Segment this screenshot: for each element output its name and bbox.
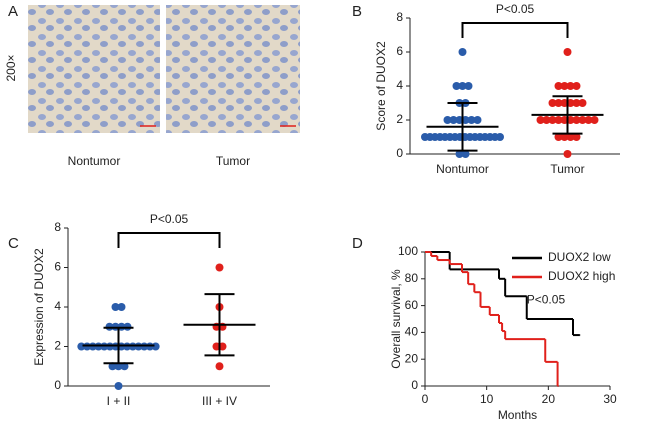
- dot: [572, 133, 581, 141]
- annotation: P<0.05: [496, 2, 535, 16]
- dot: [455, 150, 464, 158]
- dot: [554, 133, 563, 141]
- y-tick-label: 20: [405, 351, 419, 365]
- y-axis-label: Score of DUOX2: [374, 41, 388, 131]
- legend-label: DUOX2 low: [548, 250, 611, 264]
- dot: [590, 116, 599, 124]
- dot: [566, 82, 575, 90]
- y-tick-label: 6: [396, 44, 403, 58]
- dot: [496, 133, 504, 141]
- dot: [467, 116, 476, 124]
- x-axis-label: Months: [498, 408, 537, 422]
- dot: [554, 99, 563, 107]
- dot: [536, 116, 545, 124]
- panel-label: A: [8, 3, 18, 20]
- dot: [542, 116, 551, 124]
- dot: [572, 99, 581, 107]
- dot: [560, 133, 569, 141]
- legend-label: DUOX2 high: [548, 269, 615, 283]
- y-tick-label: 0: [396, 146, 403, 160]
- dot: [578, 116, 587, 124]
- y-tick-label: 2: [396, 112, 403, 126]
- x-tick-label: I + II: [107, 394, 131, 408]
- y-tick-label: 6: [54, 260, 61, 274]
- dot: [111, 303, 120, 311]
- dot: [458, 48, 467, 56]
- dot: [443, 116, 452, 124]
- micrograph: [28, 5, 160, 133]
- x-tick-label: Nontumor: [436, 162, 489, 176]
- panel-label: C: [8, 235, 19, 252]
- dot: [563, 150, 572, 158]
- annotation: P<0.05: [150, 212, 189, 226]
- dot: [560, 82, 569, 90]
- dot: [554, 116, 563, 124]
- x-tick-label: 20: [542, 392, 556, 406]
- caption: Tumor: [216, 154, 250, 168]
- y-tick-label: 8: [396, 10, 403, 24]
- y-tick-label: 80: [405, 271, 419, 285]
- y-tick-label: 4: [396, 78, 403, 92]
- panel-label: D: [352, 235, 363, 252]
- dot: [584, 116, 593, 124]
- dot: [473, 116, 482, 124]
- dot: [117, 303, 126, 311]
- dot: [151, 342, 160, 351]
- dot: [458, 82, 467, 90]
- y-tick-label: 60: [405, 298, 419, 312]
- x-tick-label: Tumor: [550, 162, 584, 176]
- x-tick-label: 0: [422, 392, 429, 406]
- y-tick-label: 100: [398, 244, 418, 258]
- dot: [554, 82, 563, 90]
- dot: [566, 133, 575, 141]
- dot: [578, 99, 587, 107]
- caption: Nontumor: [68, 154, 121, 168]
- bracket: [461, 22, 569, 38]
- y-axis-label: Overall survival, %: [389, 269, 403, 369]
- dot: [215, 362, 224, 371]
- y-tick-label: 4: [54, 299, 61, 313]
- x-tick-label: 10: [480, 392, 494, 406]
- micrograph: [166, 5, 300, 133]
- x-tick-label: 30: [603, 392, 617, 406]
- dot: [449, 116, 458, 124]
- dot: [114, 382, 123, 390]
- panel-label: B: [352, 3, 362, 20]
- dot: [452, 82, 461, 90]
- x-tick-label: III + IV: [202, 394, 237, 408]
- dot: [572, 82, 581, 90]
- y-tick-label: 0: [411, 378, 418, 392]
- dot: [77, 342, 86, 351]
- annotation: P<0.05: [527, 292, 566, 306]
- dot: [572, 116, 581, 124]
- y-tick-label: 2: [54, 339, 61, 353]
- y-tick-label: 8: [54, 220, 61, 234]
- dot: [464, 82, 473, 90]
- y-axis-label: Expression of DUOX2: [32, 248, 46, 366]
- y-tick-label: 0: [54, 378, 61, 392]
- y-tick-label: 40: [405, 325, 419, 339]
- dot: [563, 48, 572, 56]
- dot: [215, 263, 224, 272]
- bracket: [117, 232, 221, 248]
- dot: [461, 150, 470, 158]
- dot: [548, 116, 557, 124]
- dot: [548, 99, 557, 107]
- magnification: 200×: [4, 54, 18, 81]
